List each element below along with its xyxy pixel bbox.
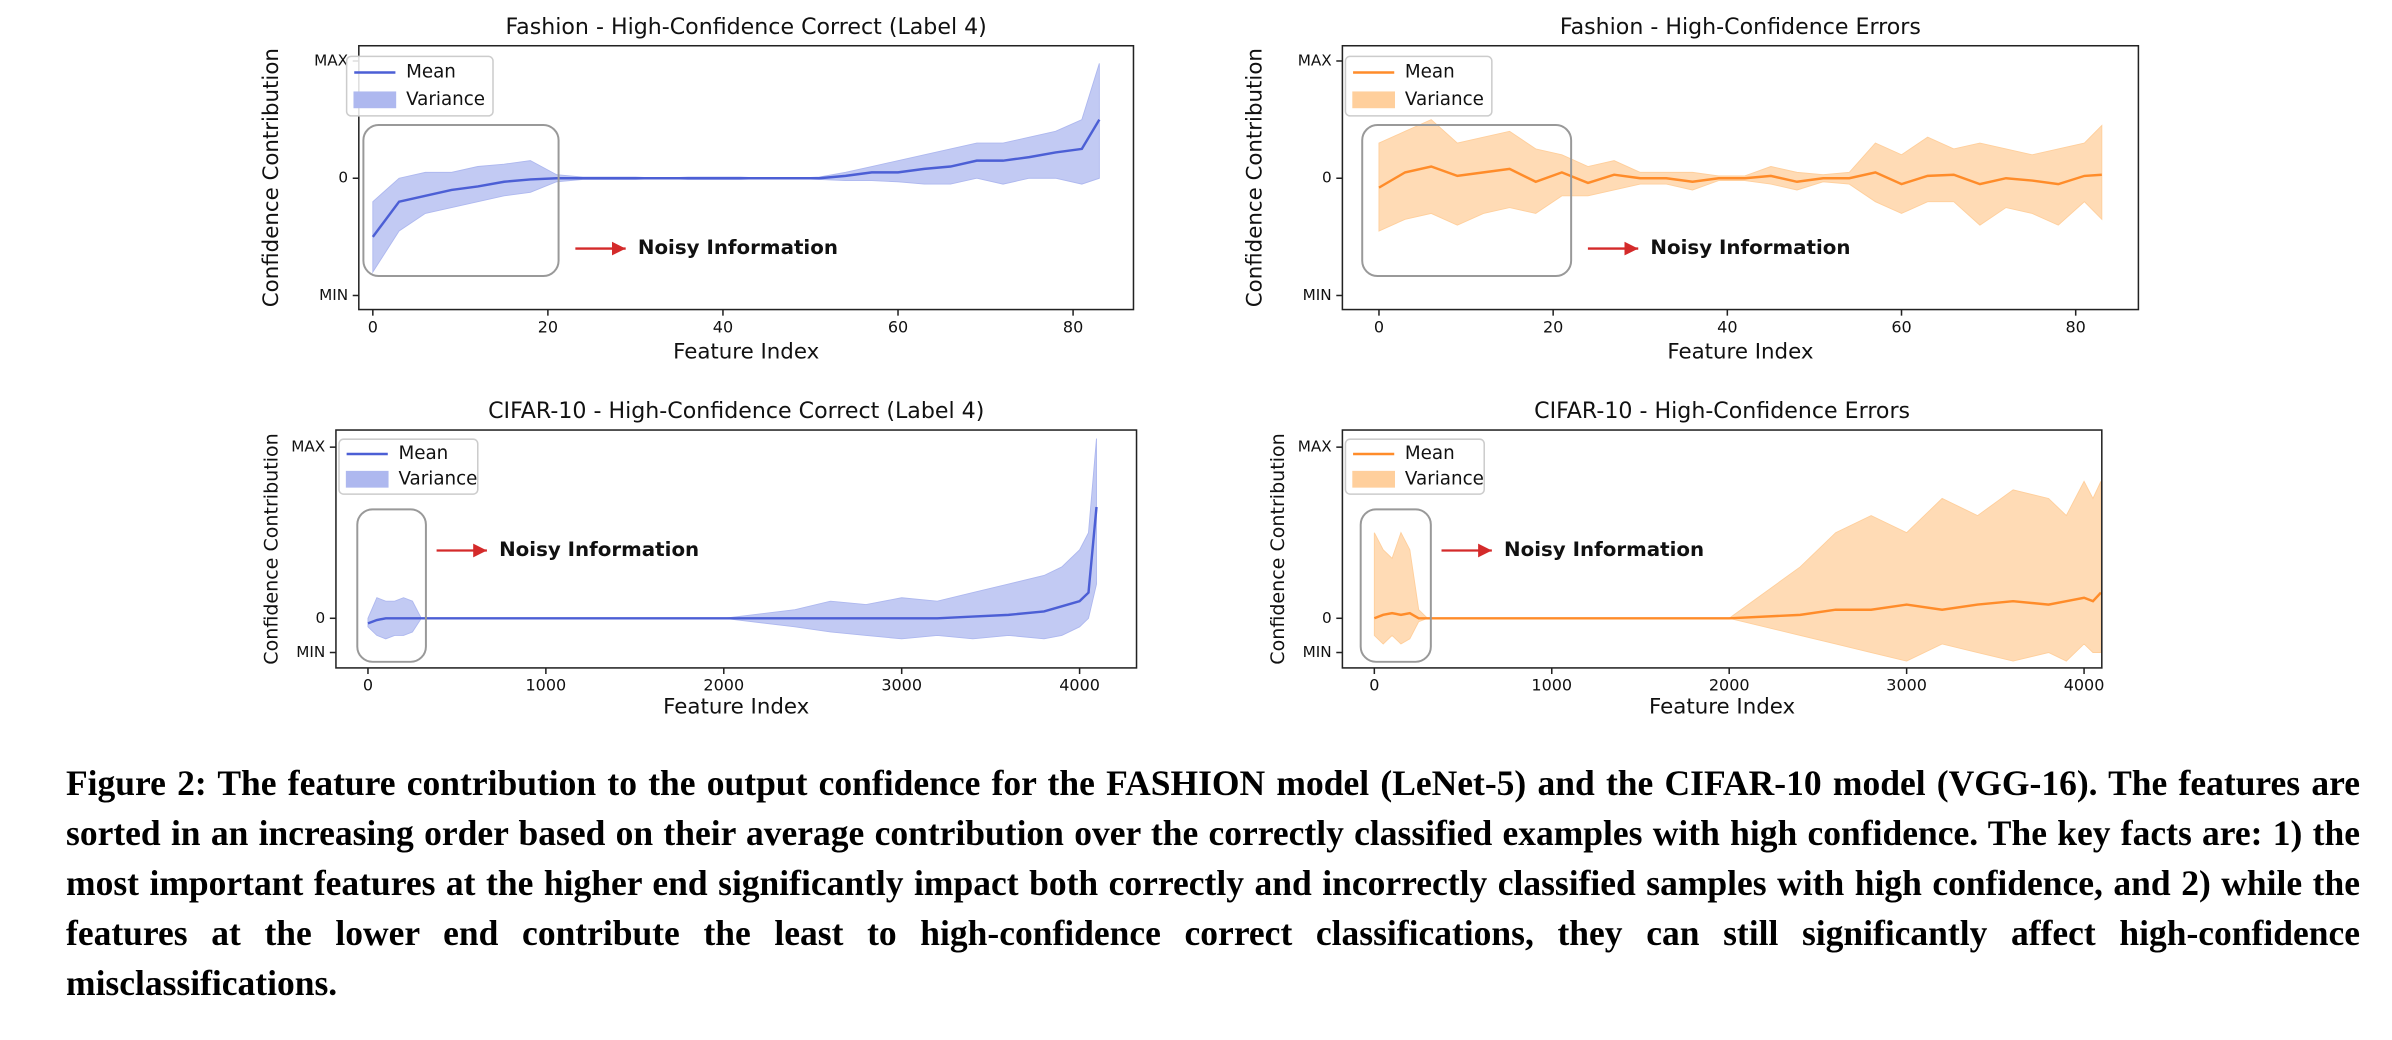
x-tick-label: 4000	[2064, 676, 2105, 695]
caption: Figure 2: The feature contribution to th…	[66, 763, 2360, 1003]
chart-title: Fashion - High-Confidence Errors	[1560, 14, 1921, 40]
x-tick-label: 0	[368, 317, 378, 336]
legend-label: Mean	[1405, 443, 1455, 464]
mean-line	[1373, 591, 2102, 620]
x-tick-label: 1000	[526, 676, 567, 695]
legend-label: Mean	[1405, 61, 1455, 82]
y-axis-label: Confidence Contribution	[260, 433, 282, 664]
y-tick-label: MAX	[291, 438, 325, 456]
y-tick-label: 0	[338, 169, 348, 187]
x-tick-label: 3000	[881, 676, 922, 695]
x-tick-label: 0	[363, 676, 373, 695]
y-tick-label: 0	[316, 609, 326, 627]
noisy-region-box	[362, 124, 560, 278]
x-axis-label: Feature Index	[1649, 695, 1795, 720]
plot-frame	[335, 429, 1138, 669]
x-tick-label: 40	[713, 317, 733, 336]
legend-variance-swatch	[1352, 470, 1396, 488]
y-tick-label: MIN	[1303, 286, 1332, 304]
mean-line	[371, 118, 1101, 238]
y-tick-label: MIN	[1303, 643, 1332, 661]
x-tick-label: 0	[1374, 317, 1384, 336]
annotation: Noisy Information	[499, 538, 699, 561]
legend-label: Mean	[398, 443, 448, 464]
x-tick-label: 60	[888, 317, 908, 336]
annotation: Noisy Information	[638, 236, 838, 259]
y-tick-label: MAX	[314, 51, 348, 69]
noisy-region-box	[1359, 508, 1432, 663]
mean-line	[1378, 165, 2102, 189]
annotation: Noisy Information	[1504, 538, 1704, 561]
noisy-region-box	[1361, 124, 1573, 278]
x-tick-label: 3000	[1886, 676, 1927, 695]
y-tick-label: MAX	[1298, 438, 1332, 456]
variance-band	[1373, 480, 2102, 662]
y-tick-label: MIN	[296, 643, 325, 661]
y-axis-label: Confidence Contribution	[259, 48, 284, 307]
legend-label: Mean	[406, 61, 456, 82]
legend-label: Variance	[1405, 89, 1484, 110]
x-tick-label: 2000	[703, 676, 744, 695]
legend-label: Variance	[398, 468, 477, 489]
chart-title: CIFAR-10 - High-Confidence Errors	[1534, 398, 1910, 424]
mean-line	[367, 506, 1098, 625]
annotation: Noisy Information	[1650, 236, 1850, 259]
chart-title: CIFAR-10 - High-Confidence Correct (Labe…	[488, 398, 984, 424]
y-tick-label: MAX	[1298, 51, 1332, 69]
variance-band	[1378, 119, 2103, 232]
legend-variance-swatch	[345, 470, 389, 488]
legend-variance-swatch	[1352, 91, 1396, 109]
x-tick-label: 40	[1717, 317, 1737, 336]
x-tick-label: 20	[538, 317, 558, 336]
x-tick-label: 2000	[1709, 676, 1750, 695]
chart-title: Fashion - High-Confidence Correct (Label…	[505, 14, 986, 40]
legend-label: Variance	[406, 89, 485, 110]
x-axis-label: Feature Index	[673, 339, 819, 364]
legend-label: Variance	[1405, 468, 1484, 489]
x-tick-label: 20	[1543, 317, 1563, 336]
noisy-region-box	[356, 508, 427, 663]
x-tick-label: 0	[1369, 676, 1379, 695]
x-axis-label: Feature Index	[1667, 339, 1813, 364]
x-tick-label: 80	[2066, 317, 2086, 336]
x-tick-label: 4000	[1059, 676, 1100, 695]
x-tick-label: 1000	[1531, 676, 1572, 695]
y-tick-label: 0	[1322, 609, 1332, 627]
y-axis-label: Confidence Contribution	[1242, 48, 1267, 307]
legend-variance-swatch	[353, 91, 397, 109]
y-axis-label: Confidence Contribution	[1267, 433, 1289, 664]
y-tick-label: 0	[1322, 169, 1332, 187]
y-tick-label: MIN	[319, 286, 348, 304]
x-tick-label: 60	[1891, 317, 1911, 336]
x-tick-label: 80	[1063, 317, 1083, 336]
x-axis-label: Feature Index	[663, 695, 809, 720]
plot-frame	[1341, 429, 2103, 669]
